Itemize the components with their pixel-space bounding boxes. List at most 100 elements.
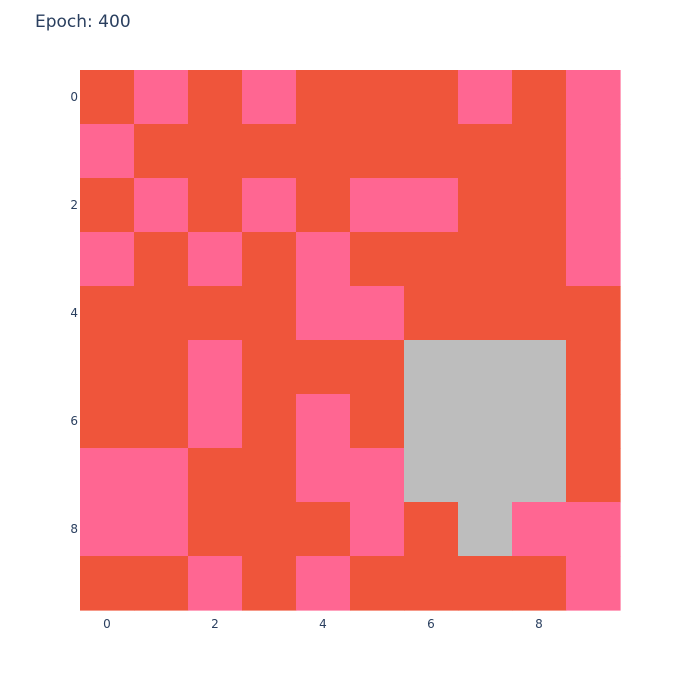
heatmap-cell-r9-c1 xyxy=(134,556,189,611)
heatmap-cell-r5-c7 xyxy=(458,340,513,395)
heatmap-cell-r0-c0 xyxy=(80,70,135,125)
heatmap-cell-r8-c6 xyxy=(404,502,459,557)
heatmap-cell-r5-c8 xyxy=(512,340,567,395)
heatmap-cell-r0-c3 xyxy=(242,70,297,125)
heatmap-cell-r4-c8 xyxy=(512,286,567,341)
heatmap-cell-r1-c2 xyxy=(188,124,243,179)
heatmap-cell-r6-c3 xyxy=(242,394,297,449)
heatmap-cell-r6-c8 xyxy=(512,394,567,449)
heatmap-cell-r3-c8 xyxy=(512,232,567,287)
heatmap-cell-r6-c4 xyxy=(296,394,351,449)
heatmap-cell-r7-c9 xyxy=(566,448,621,503)
heatmap-cell-r0-c6 xyxy=(404,70,459,125)
heatmap-cell-r7-c4 xyxy=(296,448,351,503)
heatmap-cell-r3-c3 xyxy=(242,232,297,287)
heatmap-cell-r2-c1 xyxy=(134,178,189,233)
heatmap-cell-r9-c2 xyxy=(188,556,243,611)
heatmap-cell-r5-c4 xyxy=(296,340,351,395)
heatmap-cell-r2-c9 xyxy=(566,178,621,233)
heatmap-cell-r7-c8 xyxy=(512,448,567,503)
x-tick-label: 2 xyxy=(211,617,219,631)
heatmap-cell-r1-c4 xyxy=(296,124,351,179)
heatmap-cell-r4-c6 xyxy=(404,286,459,341)
heatmap-cell-r9-c6 xyxy=(404,556,459,611)
heatmap-cell-r7-c5 xyxy=(350,448,405,503)
heatmap-cell-r1-c5 xyxy=(350,124,405,179)
heatmap-cell-r1-c9 xyxy=(566,124,621,179)
heatmap-cell-r5-c3 xyxy=(242,340,297,395)
heatmap-cell-r4-c0 xyxy=(80,286,135,341)
heatmap-cell-r2-c8 xyxy=(512,178,567,233)
heatmap-cell-r8-c2 xyxy=(188,502,243,557)
heatmap-cell-r8-c7 xyxy=(458,502,513,557)
heatmap-cell-r0-c1 xyxy=(134,70,189,125)
heatmap-cell-r3-c1 xyxy=(134,232,189,287)
heatmap-cell-r1-c8 xyxy=(512,124,567,179)
heatmap-cell-r5-c2 xyxy=(188,340,243,395)
heatmap-cell-r6-c7 xyxy=(458,394,513,449)
heatmap-cell-r0-c9 xyxy=(566,70,621,125)
heatmap-cell-r8-c4 xyxy=(296,502,351,557)
heatmap-cell-r2-c5 xyxy=(350,178,405,233)
heatmap-cell-r2-c4 xyxy=(296,178,351,233)
heatmap-cell-r7-c1 xyxy=(134,448,189,503)
heatmap-cell-r9-c0 xyxy=(80,556,135,611)
heatmap-cell-r6-c9 xyxy=(566,394,621,449)
heatmap-cell-r8-c5 xyxy=(350,502,405,557)
heatmap-cell-r6-c6 xyxy=(404,394,459,449)
heatmap-cell-r8-c9 xyxy=(566,502,621,557)
heatmap-cell-r4-c4 xyxy=(296,286,351,341)
heatmap-cell-r0-c2 xyxy=(188,70,243,125)
y-tick-label: 6 xyxy=(70,414,78,428)
heatmap-cell-r9-c7 xyxy=(458,556,513,611)
heatmap-cell-r1-c1 xyxy=(134,124,189,179)
heatmap-cell-r7-c6 xyxy=(404,448,459,503)
heatmap-cell-r7-c2 xyxy=(188,448,243,503)
heatmap-cell-r8-c1 xyxy=(134,502,189,557)
heatmap-cell-r7-c7 xyxy=(458,448,513,503)
heatmap-cell-r4-c7 xyxy=(458,286,513,341)
y-tick-label: 8 xyxy=(70,522,78,536)
heatmap-cell-r1-c7 xyxy=(458,124,513,179)
heatmap-cell-r8-c3 xyxy=(242,502,297,557)
heatmap-cell-r4-c5 xyxy=(350,286,405,341)
heatmap-cell-r6-c2 xyxy=(188,394,243,449)
heatmap-cell-r0-c8 xyxy=(512,70,567,125)
heatmap-cell-r4-c3 xyxy=(242,286,297,341)
heatmap-cells xyxy=(80,70,621,611)
heatmap-cell-r2-c3 xyxy=(242,178,297,233)
y-axis-ticks: 0 2 4 6 8 xyxy=(70,90,78,536)
heatmap-cell-r2-c7 xyxy=(458,178,513,233)
heatmap-cell-r9-c4 xyxy=(296,556,351,611)
y-tick-label: 2 xyxy=(70,198,78,212)
heatmap-cell-r4-c9 xyxy=(566,286,621,341)
heatmap-cell-r9-c5 xyxy=(350,556,405,611)
heatmap-cell-r9-c9 xyxy=(566,556,621,611)
heatmap-cell-r5-c9 xyxy=(566,340,621,395)
y-tick-label: 4 xyxy=(70,306,78,320)
heatmap-cell-r5-c6 xyxy=(404,340,459,395)
heatmap-cell-r2-c0 xyxy=(80,178,135,233)
x-tick-label: 4 xyxy=(319,617,327,631)
heatmap-cell-r4-c1 xyxy=(134,286,189,341)
heatmap-cell-r1-c0 xyxy=(80,124,135,179)
heatmap-cell-r2-c2 xyxy=(188,178,243,233)
heatmap-cell-r6-c1 xyxy=(134,394,189,449)
x-axis-ticks: 0 2 4 6 8 xyxy=(103,617,543,631)
heatmap-cell-r0-c7 xyxy=(458,70,513,125)
x-tick-label: 8 xyxy=(535,617,543,631)
heatmap-cell-r1-c3 xyxy=(242,124,297,179)
x-tick-label: 6 xyxy=(427,617,435,631)
heatmap-cell-r6-c5 xyxy=(350,394,405,449)
heatmap-cell-r0-c5 xyxy=(350,70,405,125)
heatmap-cell-r3-c4 xyxy=(296,232,351,287)
heatmap-cell-r3-c9 xyxy=(566,232,621,287)
heatmap-cell-r3-c7 xyxy=(458,232,513,287)
heatmap-cell-r9-c3 xyxy=(242,556,297,611)
heatmap-cell-r3-c5 xyxy=(350,232,405,287)
heatmap-cell-r3-c6 xyxy=(404,232,459,287)
heatmap-cell-r5-c0 xyxy=(80,340,135,395)
heatmap-cell-r4-c2 xyxy=(188,286,243,341)
heatmap-cell-r2-c6 xyxy=(404,178,459,233)
